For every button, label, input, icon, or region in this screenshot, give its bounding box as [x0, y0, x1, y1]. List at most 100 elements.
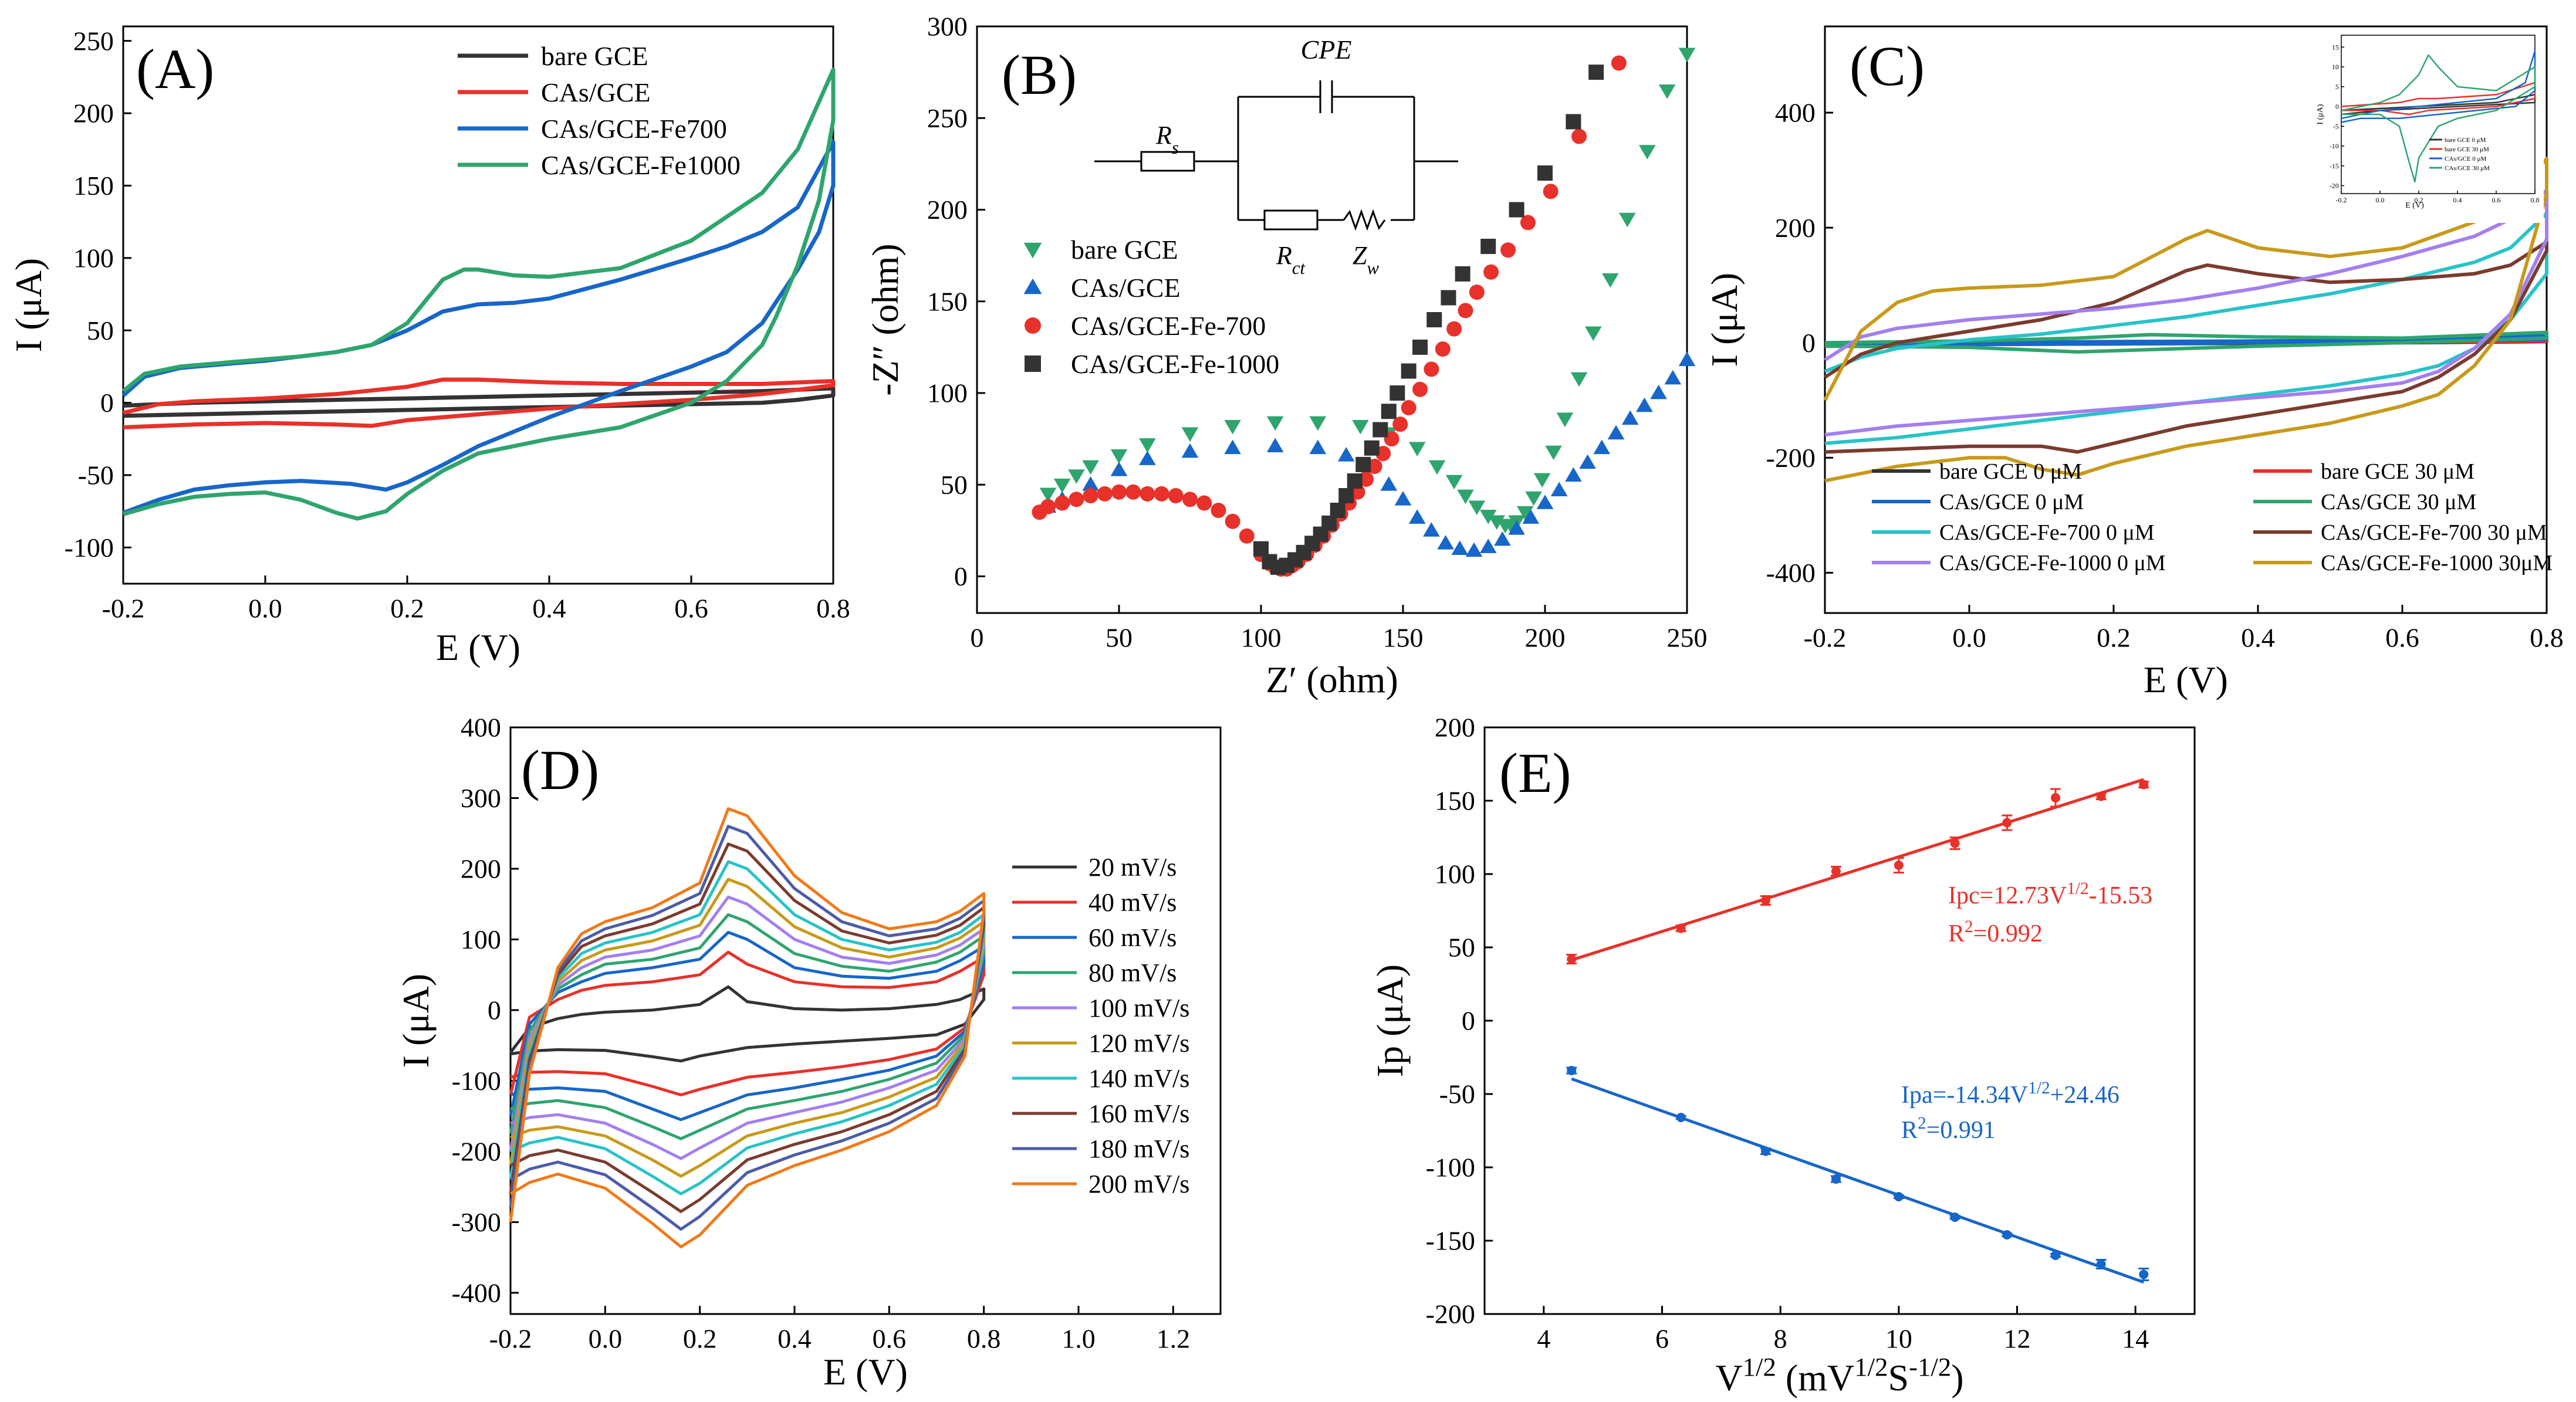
- legend-marker: [1025, 355, 1041, 372]
- data-point-1: [1082, 476, 1099, 491]
- x-tick-label: 0.6: [873, 1324, 907, 1354]
- panel-e: (E) 4 6 8 10 12 14 -200 -150 -100 -50 0 50 100 150 200…: [1369, 713, 2196, 1398]
- rs-sub: s: [1172, 138, 1179, 158]
- data-point-0: [1567, 954, 1577, 964]
- data-point-1: [1224, 439, 1241, 455]
- data-point-0: [1082, 460, 1099, 475]
- y-tick-label: -200: [1766, 443, 1816, 473]
- x-tick-label: 0.0: [1952, 623, 1986, 653]
- data-point-3: [1480, 239, 1496, 254]
- x-tick-label: 0.0: [589, 1324, 623, 1354]
- data-point-2: [1392, 416, 1408, 432]
- data-point-2: [1401, 400, 1417, 415]
- y-tick-label: 5: [2335, 83, 2339, 91]
- x-tick-label: 250: [1667, 623, 1708, 653]
- data-point-3: [1509, 202, 1524, 218]
- data-point-0: [1224, 419, 1241, 435]
- y-tick-label: 400: [1775, 98, 1816, 128]
- data-point-2: [1458, 303, 1473, 319]
- series-line-1: [123, 377, 836, 429]
- data-point-2: [1182, 492, 1198, 507]
- r-tail: =0.991: [1926, 1117, 1996, 1144]
- x-tick-label: 0: [971, 623, 984, 653]
- legend-label: CAs/GCE: [1071, 273, 1181, 303]
- r-tail: =0.992: [1973, 920, 2043, 947]
- y-tick-label: 50: [941, 470, 968, 500]
- series-line-6: [509, 860, 986, 1196]
- r-sup: 2: [1965, 917, 1973, 936]
- data-point-3: [1381, 404, 1397, 419]
- data-point-0: [1266, 416, 1284, 431]
- y-tick-label: 200: [73, 99, 114, 128]
- fit-line-0: [1571, 778, 2145, 961]
- eq-sup: 1/2: [2067, 879, 2089, 898]
- fit-equation: Ipa=-14.34V1/2+24.46: [1901, 1079, 2119, 1109]
- data-point-0: [1678, 48, 1696, 63]
- data-point-0: [1658, 84, 1676, 99]
- legend-label: bare GCE: [541, 41, 648, 71]
- fit-line-1: [1571, 1077, 2145, 1284]
- data-point-0: [2051, 793, 2061, 802]
- data-point-1: [1394, 490, 1412, 506]
- x-tick-label: 0.2: [390, 594, 424, 624]
- data-point-1: [2002, 1230, 2012, 1240]
- y-tick-label: 300: [461, 783, 501, 813]
- plot-frame: [976, 25, 1688, 614]
- y-tick-label: -300: [452, 1207, 501, 1237]
- panel-d: (D) -0.2 0.0 0.2 0.4 0.6 0.8 1.0 1.2 -400 -300 -20…: [395, 713, 1222, 1393]
- x-axis-label: E (V): [2144, 659, 2228, 700]
- legend-label: 80 mV/s: [1088, 959, 1177, 987]
- data-point-1: [1110, 461, 1128, 476]
- data-point-1: [1479, 539, 1497, 553]
- rs-label: Rs: [1155, 121, 1179, 158]
- data-point-0: [1309, 416, 1327, 431]
- data-point-3: [1253, 541, 1269, 557]
- data-point-2: [1054, 495, 1070, 511]
- x-tick-label: 0.4: [2453, 196, 2462, 204]
- y-tick-label: 0: [488, 995, 501, 1025]
- y-tick-label: 10: [2332, 63, 2339, 71]
- y-tick-label: 150: [927, 286, 968, 316]
- data-point-2: [1239, 528, 1255, 544]
- y-tick-label: 0: [1462, 1006, 1475, 1036]
- data-point-3: [1537, 165, 1553, 181]
- panel-d-label: (D): [521, 739, 599, 801]
- data-point-3: [1588, 65, 1604, 80]
- y-tick-label: 50: [87, 316, 114, 346]
- x-axis-label: E (V): [436, 627, 520, 668]
- x-tick-label: 0.4: [777, 1324, 812, 1354]
- y-tick-label: 0: [2335, 103, 2339, 111]
- data-point-1: [1494, 531, 1511, 546]
- data-point-1: [1423, 522, 1440, 537]
- data-point-1: [1437, 534, 1454, 550]
- y-tick-label: -100: [452, 1066, 501, 1096]
- inset-legend-label: CAs/GCE 0 μM: [2445, 155, 2487, 162]
- data-point-0: [1619, 212, 1636, 228]
- zw-main: Z: [1353, 241, 1367, 270]
- panel-b-label: (B): [1002, 43, 1077, 106]
- y-tick-label: 150: [1435, 786, 1475, 816]
- x-tick-label: 0.4: [532, 594, 566, 624]
- panel-a: (A) -0.2 0.0 0.2 0.4 0.6 0.8 -100 -50 0 50 100 150 2…: [8, 25, 850, 668]
- y-tick-label: 250: [73, 26, 114, 56]
- xl-close: ): [1951, 1357, 1963, 1398]
- cpe-label: CPE: [1301, 35, 1352, 65]
- data-point-1: [1266, 438, 1284, 453]
- fit-equation: Ipc=12.73V1/2-15.53: [1948, 879, 2152, 909]
- legend-label: CAs/GCE: [541, 77, 651, 107]
- x-tick-label: 1.2: [1157, 1324, 1191, 1354]
- plot-frame: [122, 25, 834, 585]
- legend-label: CAs/GCE 0 μM: [1939, 490, 2084, 514]
- y-tick-label: -100: [1426, 1153, 1475, 1183]
- xl-sup2: 1/2: [1854, 1352, 1888, 1381]
- x-tick-label: 0.6: [674, 594, 708, 624]
- x-tick-label: 0.8: [967, 1324, 1001, 1354]
- data-point-1: [1565, 467, 1582, 482]
- series-line-2: [121, 140, 836, 515]
- inset-legend-label: bare GCE 0 μM: [2445, 137, 2486, 144]
- rct-main: R: [1276, 241, 1292, 270]
- data-point-1: [1636, 397, 1653, 412]
- data-point-1: [2051, 1251, 2061, 1260]
- data-point-0: [1408, 442, 1426, 457]
